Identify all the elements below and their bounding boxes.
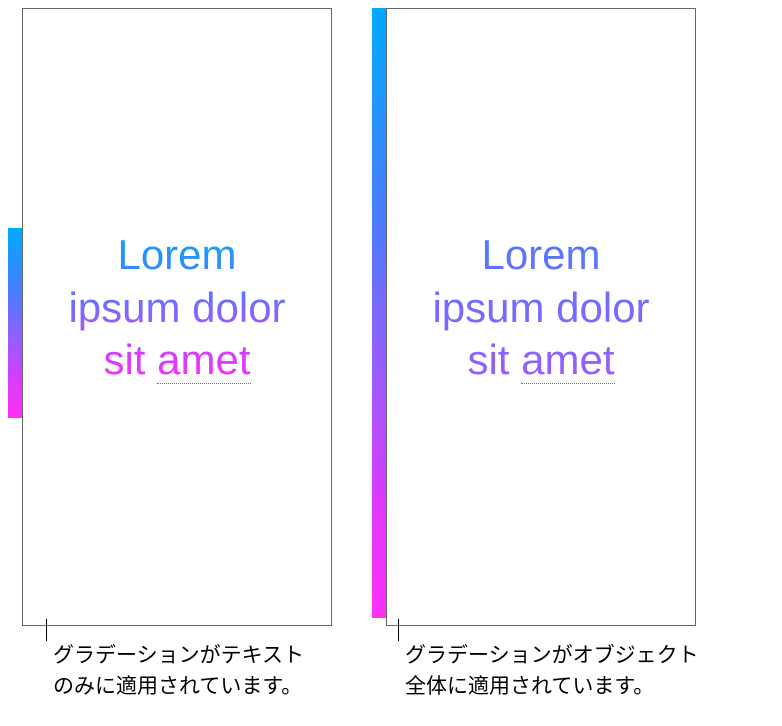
text-line: sit (467, 336, 521, 383)
text-line: Lorem (117, 231, 236, 278)
text-line: sit (103, 336, 157, 383)
caption-line: グラデーションがテキスト (53, 644, 304, 667)
text-line: ipsum dolor (68, 284, 285, 331)
caption-left: グラデーションがテキスト のみに適用されています。 (46, 639, 304, 702)
caption-line: グラデーションがオブジェクト (405, 644, 699, 667)
gradient-indicator-bar (372, 8, 386, 618)
sample-text-left: Lorem ipsum dolor sit amet (48, 229, 306, 387)
leader-line (46, 619, 47, 641)
sample-text-right: Lorem ipsum dolor sit amet (412, 229, 670, 387)
text-underlined: amet (521, 336, 614, 384)
leader-line (398, 619, 399, 641)
panel-text-only: Lorem ipsum dolor sit amet (22, 8, 332, 626)
text-line: ipsum dolor (432, 284, 649, 331)
caption-text: グラデーションがテキスト のみに適用されています。 (53, 639, 304, 702)
caption-line: のみに適用されています。 (53, 675, 302, 698)
text-box-right: Lorem ipsum dolor sit amet (386, 8, 696, 626)
panel-object: Lorem ipsum dolor sit amet (386, 8, 696, 626)
text-line: Lorem (481, 231, 600, 278)
caption-line: 全体に適用されています。 (405, 675, 654, 698)
text-box-left: Lorem ipsum dolor sit amet (22, 8, 332, 626)
caption-right: グラデーションがオブジェクト 全体に適用されています。 (398, 639, 699, 702)
comparison-container: Lorem ipsum dolor sit amet Lorem ipsum d… (0, 0, 782, 626)
caption-text: グラデーションがオブジェクト 全体に適用されています。 (405, 639, 699, 702)
gradient-indicator-bar (8, 228, 22, 418)
text-underlined: amet (157, 336, 250, 384)
